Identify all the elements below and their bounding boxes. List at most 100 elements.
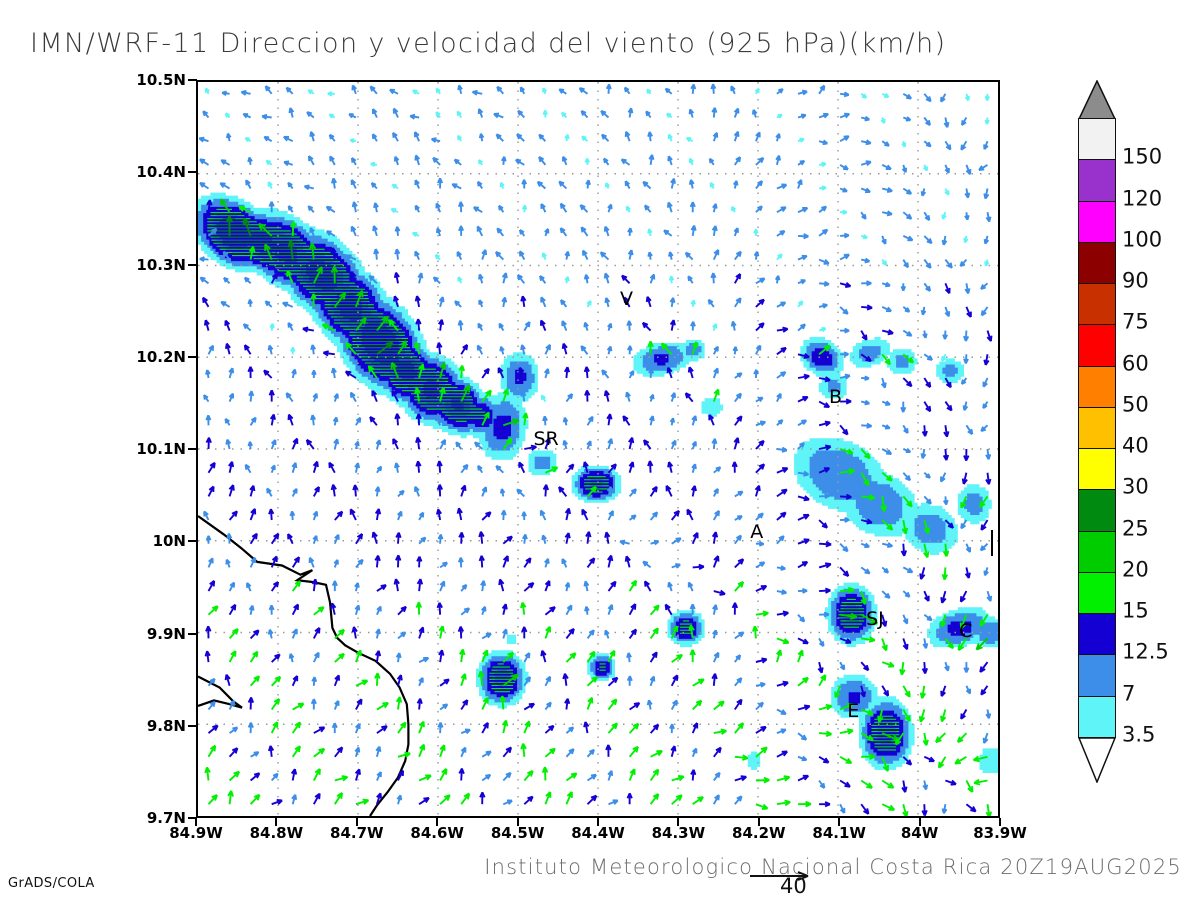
wind-vector-arrow — [923, 282, 932, 292]
wind-vector-arrow — [325, 205, 336, 213]
wind-vector-arrow — [540, 296, 547, 308]
wind-vector-arrow — [544, 675, 552, 687]
wind-vector-arrow — [711, 107, 718, 118]
wind-vector-arrow — [881, 661, 895, 668]
wind-vector-arrow — [415, 460, 422, 473]
x-axis-tick-label: 83.9W — [973, 824, 1027, 842]
wind-vector-arrow — [368, 274, 378, 284]
wind-vector-arrow — [321, 323, 336, 332]
wind-vector-arrow — [207, 724, 219, 734]
wind-vector-arrow — [516, 133, 525, 142]
wind-vector-arrow — [985, 804, 993, 816]
wind-vector-arrow — [285, 392, 294, 403]
wind-vector-arrow — [648, 415, 655, 426]
wind-vector-arrow — [755, 439, 765, 450]
wind-vector-arrow — [923, 235, 933, 245]
wind-vector-arrow — [797, 206, 809, 214]
wind-vector-arrow — [308, 242, 317, 260]
wind-vector-arrow — [228, 747, 239, 758]
wind-vector-arrow — [584, 605, 590, 615]
wind-vector-arrow — [497, 367, 505, 379]
wind-vector-arrow — [199, 158, 210, 166]
wind-vector-arrow — [712, 604, 718, 615]
wind-vector-arrow — [328, 461, 336, 474]
wind-vector-arrow — [902, 92, 912, 100]
wind-vector-arrow — [586, 676, 598, 687]
wind-vector-arrow — [940, 590, 947, 604]
wind-vector-arrow — [455, 441, 462, 450]
wind-vector-arrow — [456, 507, 463, 521]
wind-vector-arrow — [666, 112, 673, 119]
wind-vector-arrow — [270, 581, 280, 592]
wind-vector-arrow — [375, 792, 383, 805]
wind-vector-arrow — [620, 158, 631, 166]
wind-vector-arrow — [204, 87, 210, 95]
wind-vector-arrow — [691, 415, 698, 426]
wind-vector-arrow — [270, 698, 281, 711]
wind-vector-arrow — [923, 140, 932, 148]
wind-vector-arrow — [416, 556, 423, 568]
wind-vector-arrow — [521, 511, 527, 521]
wind-vector-arrow — [712, 203, 718, 213]
wind-vector-arrow — [902, 259, 909, 269]
wind-vector-arrow — [291, 580, 302, 592]
wind-vector-arrow — [755, 746, 768, 758]
wind-vector-arrow — [712, 249, 720, 260]
wind-vector-arrow — [392, 438, 399, 450]
wind-vector-arrow — [712, 132, 719, 142]
wind-vector-arrow — [558, 88, 567, 95]
wind-vector-arrow — [944, 401, 953, 412]
wind-vector-arrow — [712, 488, 719, 497]
wind-vector-arrow — [979, 661, 989, 673]
wind-vector-arrow — [502, 799, 513, 806]
wind-vector-arrow — [249, 772, 261, 782]
wind-vector-arrow — [270, 532, 280, 545]
wind-vector-arrow — [544, 701, 552, 711]
wind-vector-arrow — [354, 582, 360, 592]
wind-vector-arrow — [558, 486, 568, 497]
wind-vector-arrow — [902, 756, 913, 766]
colorbar-swatch — [1078, 241, 1116, 284]
wind-vector-arrow — [965, 780, 974, 793]
wind-vector-arrow — [980, 282, 989, 290]
wind-vector-arrow — [562, 439, 569, 450]
wind-vector-arrow — [581, 508, 589, 521]
wind-vector-arrow — [481, 486, 488, 497]
wind-vector-arrow — [584, 157, 590, 165]
wind-vector-arrow — [649, 511, 659, 521]
wind-vector-arrow — [330, 484, 337, 497]
wind-vector-arrow — [414, 131, 420, 142]
wind-vector-arrow — [496, 227, 505, 237]
wind-vector-arrow — [755, 512, 764, 521]
wind-vector-arrow — [565, 627, 575, 639]
wind-vector-arrow — [818, 258, 830, 265]
wind-vector-arrow — [902, 566, 914, 574]
wind-vector-arrow — [691, 747, 698, 758]
wind-vector-arrow — [691, 463, 697, 473]
wind-vector-arrow — [541, 534, 547, 544]
wind-vector-arrow — [370, 182, 378, 190]
colorbar-tick-label: 150 — [1122, 144, 1163, 169]
wind-vector-arrow — [734, 698, 743, 711]
wind-vector-arrow — [291, 462, 298, 473]
wind-vector-arrow — [436, 460, 443, 473]
wind-vector-arrow — [558, 180, 568, 190]
wind-vector-arrow — [797, 649, 804, 663]
wind-vector-arrow — [565, 748, 575, 758]
map-gridlines — [198, 82, 998, 816]
wind-vector-arrow — [393, 272, 400, 284]
wind-vector-arrow — [416, 698, 423, 710]
wind-vector-arrow — [983, 140, 989, 150]
wind-vector-arrow — [670, 674, 679, 687]
wind-vector-arrow — [373, 202, 379, 213]
wind-vector-arrow — [267, 344, 274, 355]
wind-vector-arrow — [519, 86, 526, 95]
wind-vector-arrow — [414, 154, 421, 166]
wind-vector-arrow — [498, 322, 505, 332]
wind-vector-arrow — [899, 661, 906, 676]
wind-vector-arrow — [267, 745, 275, 757]
wind-vector-arrow — [477, 159, 484, 166]
wind-vector-arrow — [333, 700, 340, 710]
wind-vector-arrow — [417, 272, 424, 284]
wind-vector-arrow — [397, 769, 405, 781]
